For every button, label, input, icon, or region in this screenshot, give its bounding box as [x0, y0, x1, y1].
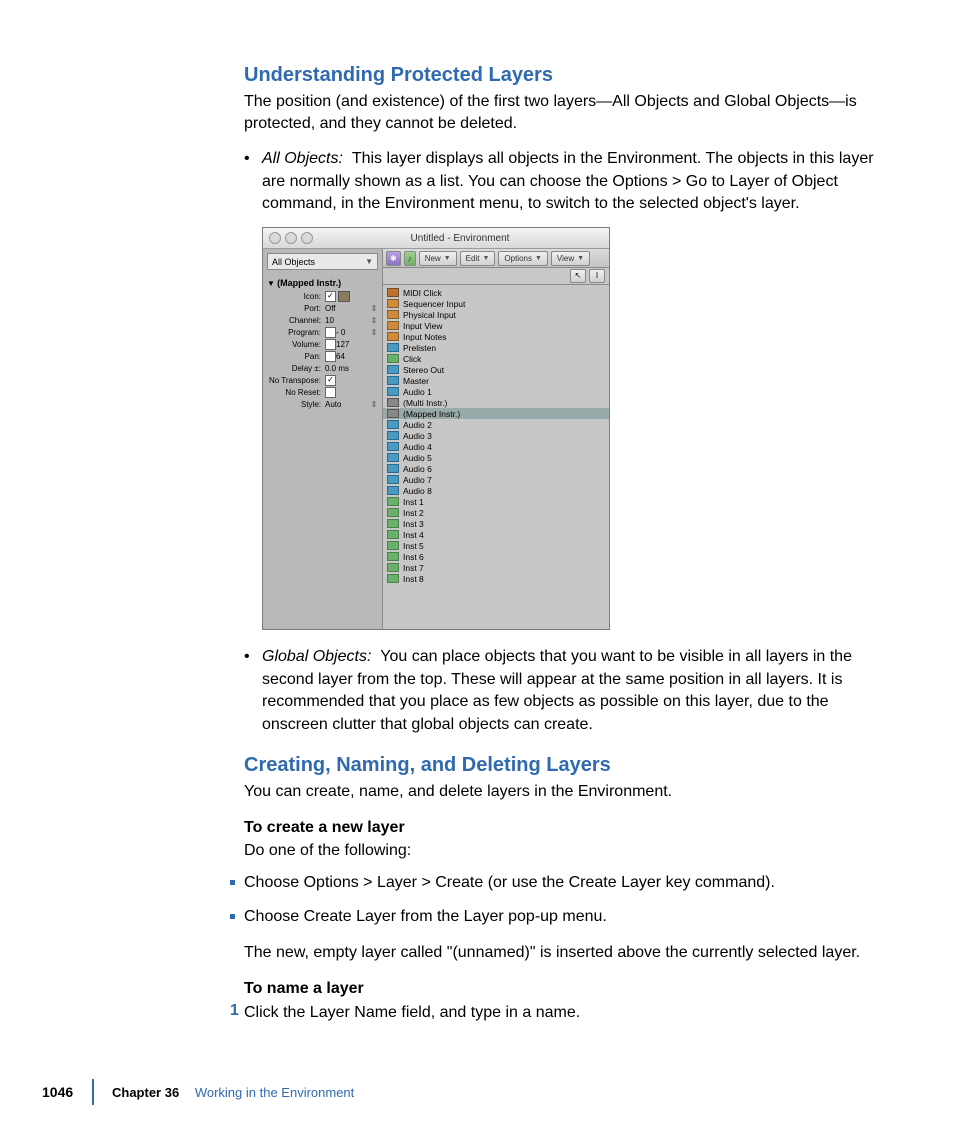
list-item[interactable]: Inst 6 — [383, 551, 609, 562]
list-item[interactable]: Master — [383, 375, 609, 386]
list-item[interactable]: Audio 6 — [383, 463, 609, 474]
minimize-icon[interactable] — [285, 232, 297, 244]
list-item[interactable]: Input Notes — [383, 331, 609, 342]
list-item[interactable]: Audio 4 — [383, 441, 609, 452]
inspector-panel: All Objects ▼ (Mapped Instr.) Icon:✓ Por… — [263, 249, 383, 629]
list-item[interactable]: Inst 1 — [383, 496, 609, 507]
list-item[interactable]: Audio 2 — [383, 419, 609, 430]
bullet-term: All Objects: — [262, 150, 343, 167]
pointer-tool-icon[interactable]: ↖ — [570, 269, 586, 283]
chapter-label: Chapter 36 — [112, 1085, 179, 1100]
option-1: Choose Options > Layer > Create (or use … — [230, 872, 884, 894]
option-2: Choose Create Layer from the Layer pop-u… — [230, 906, 884, 928]
bullet-body: This layer displays all objects in the E… — [262, 150, 874, 212]
list-item[interactable]: Inst 5 — [383, 540, 609, 551]
inspector-header[interactable]: (Mapped Instr.) — [267, 276, 378, 290]
list-item[interactable]: Input View — [383, 320, 609, 331]
zoom-icon[interactable] — [301, 232, 313, 244]
subheading-create-layer: To create a new layer — [244, 817, 884, 839]
midi-icon[interactable]: ♪ — [404, 251, 416, 266]
list-item[interactable]: Click — [383, 353, 609, 364]
list-item[interactable]: Physical Input — [383, 309, 609, 320]
window-body: All Objects ▼ (Mapped Instr.) Icon:✓ Por… — [263, 249, 609, 629]
bullet-term: Global Objects: — [262, 648, 371, 665]
inspector-row[interactable]: Icon:✓ — [267, 290, 378, 302]
list-item[interactable]: (Multi Instr.) — [383, 397, 609, 408]
close-icon[interactable] — [269, 232, 281, 244]
page-number: 1046 — [0, 1084, 92, 1100]
environment-main-panel: ✱ ♪ New▼ Edit▼ Options▼ View▼ ↖ I MIDI C… — [383, 249, 609, 629]
footer-divider — [92, 1079, 94, 1105]
options-button[interactable]: Options▼ — [498, 251, 548, 266]
list-item[interactable]: Inst 4 — [383, 529, 609, 540]
layer-select[interactable]: All Objects ▼ — [267, 253, 378, 270]
new-button[interactable]: New▼ — [419, 251, 457, 266]
page-footer: 1046 Chapter 36 Working in the Environme… — [0, 1079, 954, 1105]
list-item[interactable]: MIDI Click — [383, 287, 609, 298]
step-1: 1 Click the Layer Name field, and type i… — [244, 1002, 884, 1024]
window-titlebar: Untitled - Environment — [263, 228, 609, 249]
bullet-all-objects: All Objects: This layer displays all obj… — [244, 148, 884, 215]
dropdown-icon: ▼ — [365, 257, 373, 266]
bullet-list-2: Global Objects: You can place objects th… — [244, 646, 884, 736]
paragraph-intro-2: You can create, name, and delete layers … — [244, 781, 884, 803]
inspector-row[interactable]: Volume: 127 — [267, 338, 378, 350]
view-button[interactable]: View▼ — [551, 251, 590, 266]
paragraph-after-options: The new, empty layer called "(unnamed)" … — [244, 942, 884, 964]
subheading-name-layer: To name a layer — [244, 978, 884, 1000]
list-item[interactable]: Stereo Out — [383, 364, 609, 375]
environment-window: Untitled - Environment All Objects ▼ (Ma… — [262, 227, 610, 630]
footer-chapter: Chapter 36 Working in the Environment — [112, 1085, 354, 1100]
inspector-row[interactable]: No Transpose:✓ — [267, 374, 378, 386]
inspector-row[interactable]: Program: - 0⇕ — [267, 326, 378, 338]
list-item[interactable]: Inst 8 — [383, 573, 609, 584]
list-item[interactable]: Inst 3 — [383, 518, 609, 529]
list-item[interactable]: Sequencer Input — [383, 298, 609, 309]
layer-select-label: All Objects — [272, 257, 315, 267]
list-item[interactable]: Audio 3 — [383, 430, 609, 441]
list-item[interactable]: (Mapped Instr.) — [383, 408, 609, 419]
heading-creating-naming-deleting-layers: Creating, Naming, and Deleting Layers — [244, 754, 884, 777]
environment-toolbar-2: ↖ I — [383, 268, 609, 285]
text-tool-icon[interactable]: I — [589, 269, 605, 283]
environment-toolbar: ✱ ♪ New▼ Edit▼ Options▼ View▼ — [383, 249, 609, 268]
edit-button[interactable]: Edit▼ — [460, 251, 496, 266]
list-item[interactable]: Prelisten — [383, 342, 609, 353]
paragraph-intro-1: The position (and existence) of the firs… — [244, 91, 884, 134]
object-list: MIDI ClickSequencer InputPhysical InputI… — [383, 285, 609, 629]
list-item[interactable]: Inst 2 — [383, 507, 609, 518]
step-text: Click the Layer Name field, and type in … — [244, 1004, 580, 1021]
chapter-title: Working in the Environment — [195, 1085, 354, 1100]
list-item[interactable]: Audio 5 — [383, 452, 609, 463]
window-title: Untitled - Environment — [317, 233, 603, 244]
inspector-row[interactable]: No Reset: — [267, 386, 378, 398]
list-item[interactable]: Inst 7 — [383, 562, 609, 573]
list-item[interactable]: Audio 7 — [383, 474, 609, 485]
bullet-list-1: All Objects: This layer displays all obj… — [244, 148, 884, 215]
paragraph-do-one: Do one of the following: — [244, 840, 884, 862]
inspector-row[interactable]: Style:Auto⇕ — [267, 398, 378, 410]
inspector-row[interactable]: Channel:10⇕ — [267, 314, 378, 326]
option-list: Choose Options > Layer > Create (or use … — [230, 872, 884, 929]
link-icon[interactable]: ✱ — [386, 251, 401, 266]
inspector-row[interactable]: Delay ±:0.0 ms — [267, 362, 378, 374]
step-number: 1 — [230, 1002, 239, 1020]
list-item[interactable]: Audio 1 — [383, 386, 609, 397]
inspector-row[interactable]: Port:Off⇕ — [267, 302, 378, 314]
inspector-row[interactable]: Pan: 64 — [267, 350, 378, 362]
list-item[interactable]: Audio 8 — [383, 485, 609, 496]
bullet-global-objects: Global Objects: You can place objects th… — [244, 646, 884, 736]
heading-understanding-protected-layers: Understanding Protected Layers — [244, 64, 884, 87]
